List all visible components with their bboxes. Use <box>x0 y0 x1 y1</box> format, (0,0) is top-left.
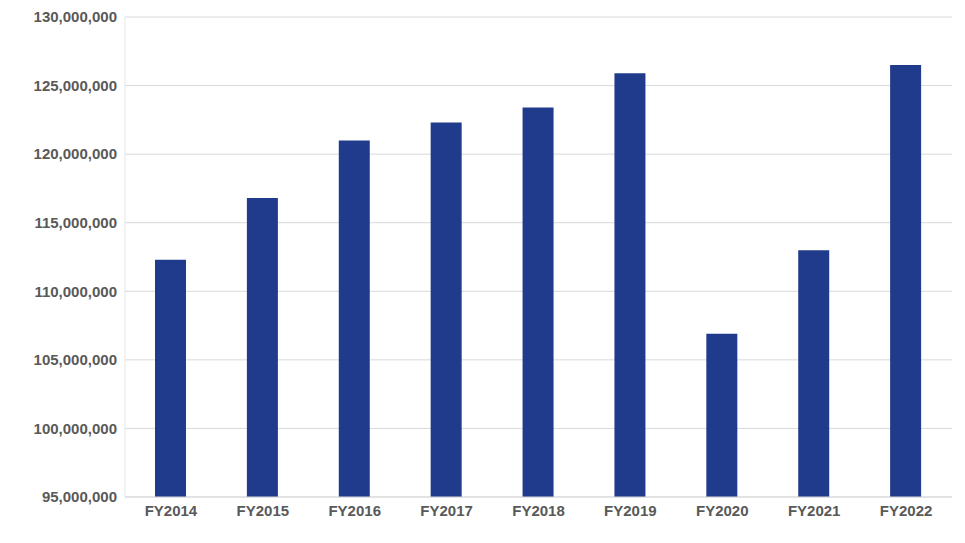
svg-text:FY2015: FY2015 <box>237 502 290 519</box>
svg-text:FY2019: FY2019 <box>604 502 657 519</box>
svg-text:FY2017: FY2017 <box>420 502 473 519</box>
svg-text:100,000,000: 100,000,000 <box>34 420 117 437</box>
svg-text:125,000,000: 125,000,000 <box>34 77 117 94</box>
svg-text:115,000,000: 115,000,000 <box>34 214 117 231</box>
svg-text:120,000,000: 120,000,000 <box>34 145 117 162</box>
svg-text:FY2018: FY2018 <box>512 502 565 519</box>
svg-text:FY2016: FY2016 <box>328 502 381 519</box>
svg-text:FY2021: FY2021 <box>788 502 841 519</box>
svg-text:95,000,000: 95,000,000 <box>42 488 117 505</box>
svg-text:FY2020: FY2020 <box>696 502 749 519</box>
svg-text:130,000,000: 130,000,000 <box>34 8 117 25</box>
svg-text:FY2022: FY2022 <box>880 502 933 519</box>
svg-text:105,000,000: 105,000,000 <box>34 351 117 368</box>
svg-text:110,000,000: 110,000,000 <box>34 283 117 300</box>
svg-text:FY2014: FY2014 <box>145 502 198 519</box>
